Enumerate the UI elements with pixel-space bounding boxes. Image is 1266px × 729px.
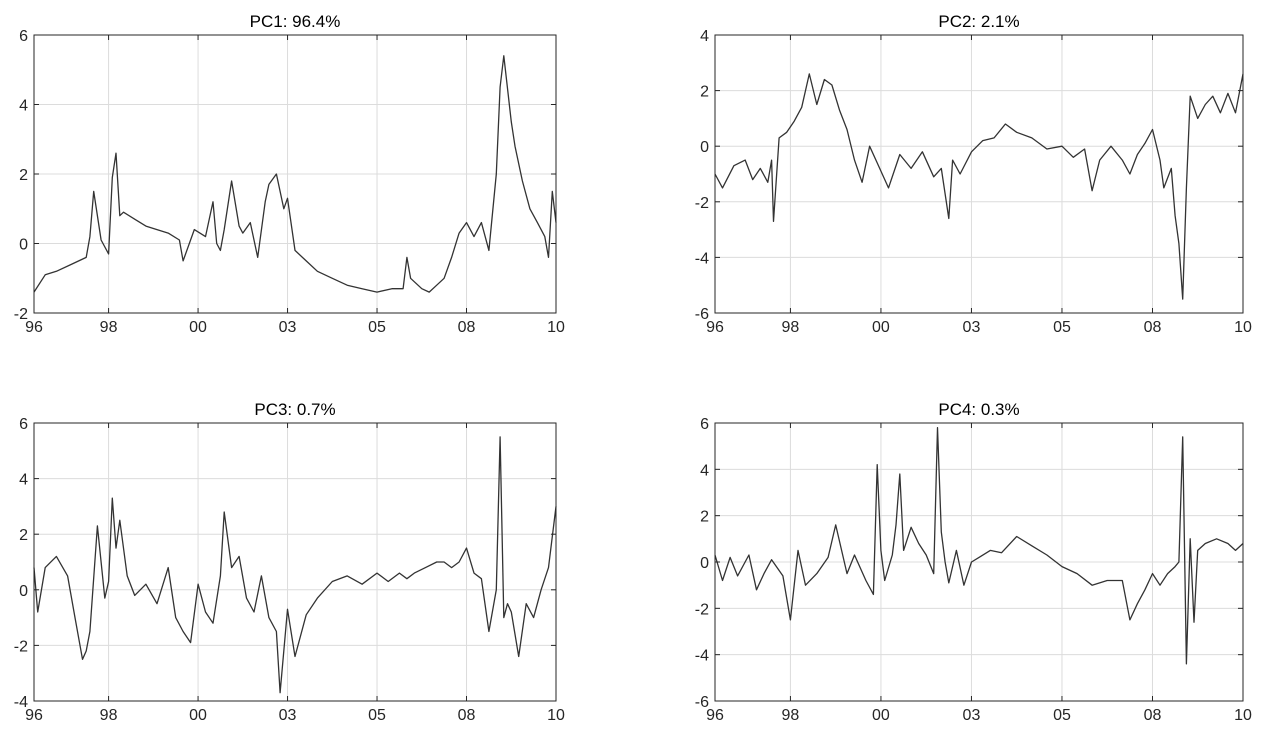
- y-tick-label: 0: [19, 237, 28, 254]
- x-tick-label: 03: [963, 707, 981, 724]
- series-line: [33, 436, 557, 694]
- x-tick-label: 00: [189, 707, 207, 724]
- y-tick-label: 2: [700, 509, 709, 526]
- y-tick-label: 6: [19, 28, 28, 45]
- y-tick-label: 2: [19, 167, 28, 184]
- y-tick-label: 6: [700, 416, 709, 433]
- y-tick-label: -6: [695, 694, 709, 711]
- chart-title: PC4: 0.3%: [938, 400, 1019, 419]
- y-tick-label: -6: [695, 306, 709, 323]
- y-tick-label: 4: [19, 98, 28, 115]
- chart-panel-3: 96 98 00 03 05 08 10 -4 -2 0 2 4 6 PC3: 0.7%: [14, 400, 565, 724]
- x-tick-label: 98: [782, 319, 800, 336]
- y-tick-label: 0: [700, 139, 709, 156]
- x-tick-label: 03: [963, 319, 981, 336]
- y-tick-label: -4: [14, 694, 28, 711]
- y-tick-label: 4: [700, 462, 709, 479]
- x-tick-label: 08: [458, 707, 476, 724]
- x-tick-label: 08: [1144, 707, 1162, 724]
- x-tick-label: 00: [872, 707, 890, 724]
- y-tick-label: 4: [19, 472, 28, 489]
- x-tick-label: 98: [100, 707, 118, 724]
- x-tick-label: 05: [1053, 319, 1071, 336]
- x-tick-label: 00: [189, 319, 207, 336]
- y-tick-label: 2: [700, 84, 709, 101]
- x-tick-label: 00: [872, 319, 890, 336]
- x-tick-label: 10: [1234, 707, 1252, 724]
- x-tick-label: 96: [706, 319, 724, 336]
- x-tick-label: 05: [368, 319, 386, 336]
- chart-panel-2: 96 98 00 03 05 08 10 -6 -4 -2 0 2 4 PC2: 2.1%: [695, 12, 1252, 336]
- x-tick-label: 03: [279, 707, 297, 724]
- y-tick-label: -4: [695, 250, 709, 267]
- x-tick-label: 96: [706, 707, 724, 724]
- y-tick-label: -2: [14, 638, 28, 655]
- series-line: [714, 73, 1244, 300]
- x-tick-label: 98: [100, 319, 118, 336]
- y-tick-label: -2: [695, 195, 709, 212]
- x-tick-label: 08: [1144, 319, 1162, 336]
- y-tick-label: -2: [14, 306, 28, 323]
- chart-title: PC2: 2.1%: [938, 12, 1019, 31]
- chart-title: PC3: 0.7%: [254, 400, 335, 419]
- chart-panel-1: 96 98 00 03 05 08 10 -2 0 2 4 6 PC1: 96.4%: [14, 12, 565, 336]
- series-line: [33, 55, 557, 293]
- x-tick-label: 10: [547, 707, 565, 724]
- x-tick-label: 08: [458, 319, 476, 336]
- y-tick-label: 0: [19, 583, 28, 600]
- y-tick-label: 4: [700, 28, 709, 45]
- x-tick-label: 96: [25, 707, 43, 724]
- x-tick-label: 10: [1234, 319, 1252, 336]
- chart-title: PC1: 96.4%: [250, 12, 341, 31]
- x-tick-label: 98: [782, 707, 800, 724]
- x-tick-label: 05: [1053, 707, 1071, 724]
- y-tick-label: 2: [19, 527, 28, 544]
- y-tick-label: -4: [695, 648, 709, 665]
- axes-box: [33, 422, 557, 702]
- axes-box: [714, 34, 1244, 314]
- series-line: [714, 426, 1244, 665]
- chart-panel-4: 96 98 00 03 05 08 10 -6 -4 -2 0 2 4 6 PC4: 0.3%: [695, 400, 1252, 724]
- y-tick-label: -2: [695, 601, 709, 618]
- x-tick-label: 05: [368, 707, 386, 724]
- y-tick-label: 6: [19, 416, 28, 433]
- x-tick-label: 96: [25, 319, 43, 336]
- x-tick-label: 03: [279, 319, 297, 336]
- y-tick-label: 0: [700, 555, 709, 572]
- x-tick-label: 10: [547, 319, 565, 336]
